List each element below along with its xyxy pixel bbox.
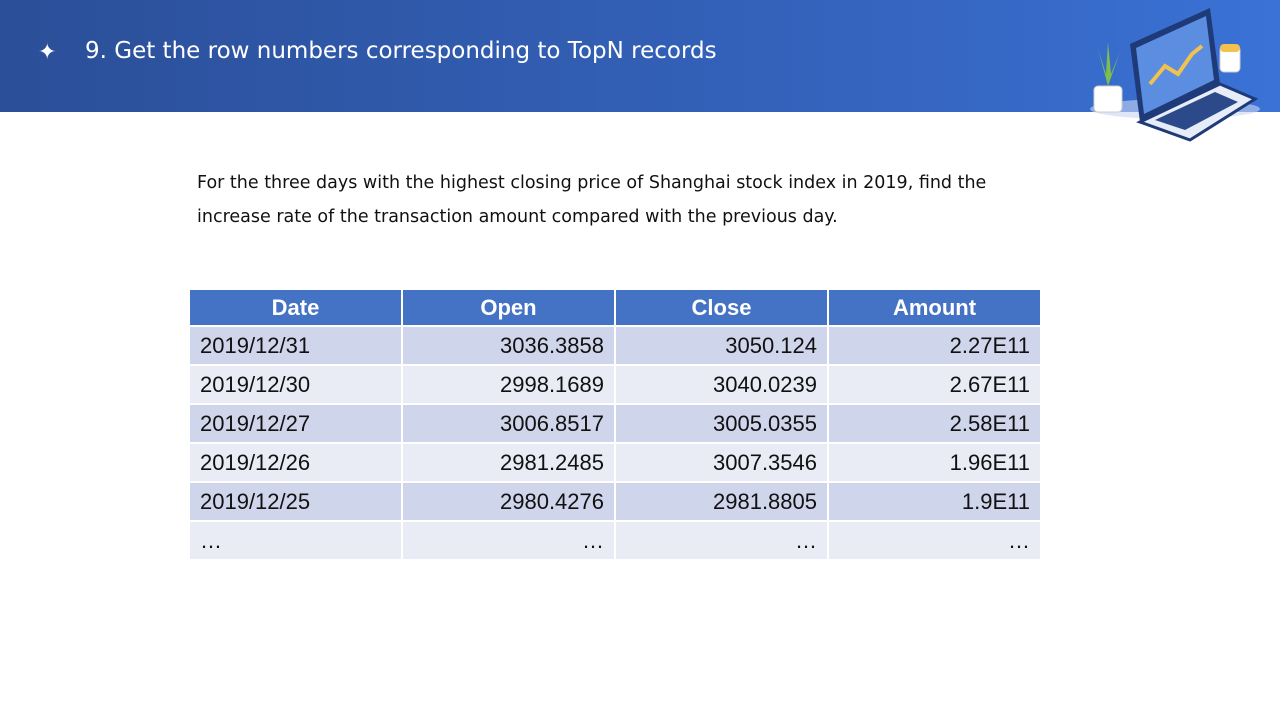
- table-cell: 1.96E11: [827, 442, 1042, 483]
- table-cell: 2019/12/31: [188, 325, 403, 366]
- table-cell: 2981.8805: [614, 481, 829, 522]
- table-body: 2019/12/31 3036.3858 3050.124 2.27E11 2019/1…: [188, 325, 1042, 561]
- table-row: 2019/12/31 3036.3858 3050.124 2.27E11: [188, 325, 1042, 366]
- table-cell: 3040.0239: [614, 364, 829, 405]
- description: For the three days with the highest clos…: [197, 173, 987, 227]
- table-row: …………: [188, 520, 1042, 561]
- table-cell: 2.27E11: [827, 325, 1042, 366]
- table-cell: 3050.124: [614, 325, 829, 366]
- table-cell: 2.67E11: [827, 364, 1042, 405]
- table-cell: …: [614, 520, 829, 561]
- header-band: ✦ 9. Get the row numbers corresponding t…: [0, 0, 1280, 142]
- table-cell: 2981.2485: [401, 442, 616, 483]
- table-cell: 2019/12/27: [188, 403, 403, 444]
- column-header: Date: [188, 288, 403, 327]
- column-header: Amount: [827, 288, 1042, 327]
- table-cell: 2980.4276: [401, 481, 616, 522]
- table-row: 2019/12/25 2980.4276 2981.8805 1.9E11: [188, 481, 1042, 522]
- table-row: 2019/12/30 2998.1689 3040.0239 2.67E11: [188, 364, 1042, 405]
- slide-title: 9. Get the row numbers corresponding to …: [85, 38, 717, 64]
- table-cell: …: [827, 520, 1042, 561]
- table-cell: 3036.3858: [401, 325, 616, 366]
- data-table: Date Open Close Amount 2019/12/31 3036.3858 3…: [188, 288, 1042, 561]
- table-cell: …: [401, 520, 616, 561]
- table-cell: 2998.1689: [401, 364, 616, 405]
- table-cell: 3005.0355: [614, 403, 829, 444]
- laptop-illustration: [1090, 8, 1260, 142]
- column-header: Open: [401, 288, 616, 327]
- table-cell: 2019/12/25: [188, 481, 403, 522]
- header-row: Date Open Close Amount: [188, 288, 1042, 327]
- table-cell: 3006.8517: [401, 403, 616, 444]
- table-cell: 2019/12/30: [188, 364, 403, 405]
- column-header: Close: [614, 288, 829, 327]
- table-row: 2019/12/27 3006.8517 3005.0355 2.58E11: [188, 403, 1042, 444]
- table-cell: 1.9E11: [827, 481, 1042, 522]
- table-cell: 2019/12/26: [188, 442, 403, 483]
- table-cell: 2.58E11: [827, 403, 1042, 444]
- table-cell: 3007.3546: [614, 442, 829, 483]
- bullet-icon: ✦: [38, 40, 57, 65]
- table-cell: …: [188, 520, 403, 561]
- table-row: 2019/12/26 2981.2485 3007.3546 1.96E11: [188, 442, 1042, 483]
